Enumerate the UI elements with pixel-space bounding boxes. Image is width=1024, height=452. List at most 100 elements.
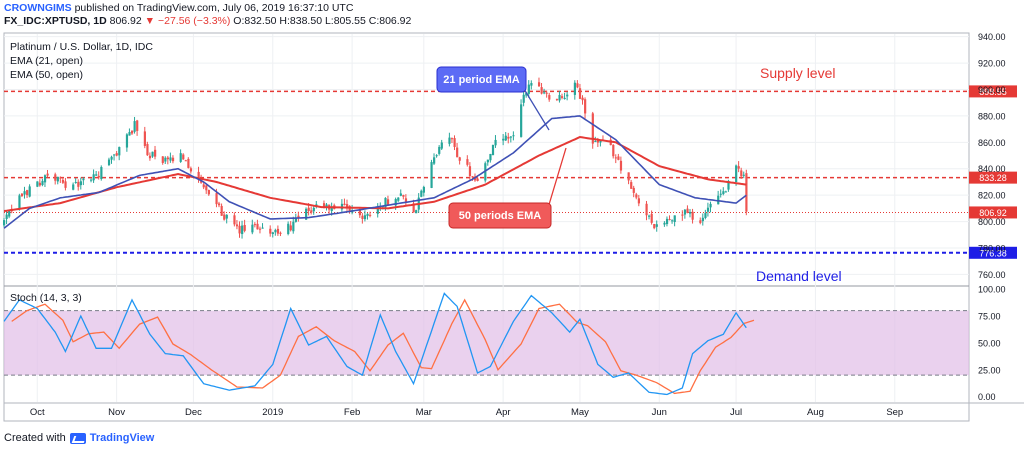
candle-body	[653, 224, 656, 229]
candle-body	[115, 153, 118, 156]
candle-body	[399, 193, 402, 196]
ema50-callout: 50 periods EMA	[448, 147, 567, 229]
candle-body	[655, 224, 658, 227]
candle-body	[220, 205, 223, 216]
x-tick-label: Sep	[886, 407, 903, 418]
ema50-callout-box	[448, 202, 552, 229]
candle-body	[143, 131, 146, 146]
x-tick-label: Jul	[730, 407, 742, 418]
candle-body	[171, 157, 175, 162]
candle-body	[476, 178, 479, 181]
candle-body	[79, 181, 82, 186]
price-change: −27.56 (−3.3%)	[157, 15, 231, 27]
candle-body	[466, 159, 469, 165]
ema50-callout-text: 50 periods EMA	[459, 210, 542, 222]
candle-body	[59, 177, 62, 179]
candle-body	[182, 154, 185, 160]
candle-body	[325, 204, 328, 208]
candle-body	[537, 82, 541, 87]
candle-body	[691, 211, 694, 220]
published-text: published on TradingView.com, July 06, 2…	[74, 2, 354, 14]
demand-price-tag	[969, 246, 1017, 259]
candle-body	[256, 223, 259, 230]
stoch-tick-label: 100.00	[978, 285, 1006, 295]
candle-body	[110, 156, 113, 160]
candle-body	[504, 135, 507, 141]
candle-body	[215, 193, 218, 205]
candle-body	[36, 181, 39, 187]
candle-body	[128, 132, 131, 136]
candle-body	[555, 98, 559, 100]
candle-body	[82, 178, 85, 181]
candle-body	[422, 186, 425, 193]
candle-body	[591, 113, 594, 144]
candle-body	[41, 180, 44, 186]
candle-body	[645, 203, 648, 216]
candle-body	[169, 157, 172, 161]
candle-body	[673, 215, 676, 222]
tradingview-link[interactable]: TradingView	[89, 432, 155, 444]
candle-body	[241, 225, 244, 235]
candle-body	[258, 228, 262, 230]
candle-body	[38, 182, 42, 186]
supply-level-label: Supply level	[760, 65, 836, 81]
y-tick-label: 800.00	[978, 217, 1006, 227]
candle-body	[668, 219, 671, 221]
last-price: 806.92	[109, 15, 142, 27]
candle-body	[292, 221, 295, 232]
candle-body	[20, 193, 24, 197]
candle-body	[740, 170, 743, 177]
candle-body	[184, 160, 187, 162]
candle-body	[686, 208, 689, 213]
candle-body	[648, 215, 651, 217]
author-link[interactable]: CROWNGIMS	[4, 2, 72, 14]
stoch-tick-label: 75.00	[978, 312, 1001, 322]
candle-body	[614, 157, 617, 159]
candle-body	[627, 172, 630, 181]
stoch-d-line	[11, 298, 755, 395]
x-tick-label: Oct	[30, 407, 45, 418]
candle-body	[92, 174, 95, 181]
candle-body	[74, 182, 77, 184]
candle-body	[630, 182, 633, 189]
candle-body	[366, 213, 369, 216]
ohlc-values: O:832.50 H:838.50 L:805.55 C:806.92	[233, 15, 412, 27]
stoch-legend: Stoch (14, 3, 3)	[10, 292, 82, 304]
candle-body	[146, 144, 149, 156]
candle-body	[125, 134, 129, 148]
candle-body	[520, 104, 523, 137]
candle-body	[148, 155, 152, 159]
y-tick-label: 900.00	[978, 85, 1006, 95]
y-tick-label: 820.00	[978, 191, 1006, 201]
candle-body	[202, 184, 205, 188]
candle-body	[376, 207, 379, 214]
candle-body	[448, 137, 451, 144]
chart-title: Platinum / U.S. Dollar, 1D, IDC	[10, 41, 153, 53]
candle-body	[271, 232, 274, 235]
candle-body	[512, 135, 515, 137]
candle-body	[719, 193, 722, 195]
candle-body	[561, 96, 564, 98]
candle-body	[166, 157, 170, 160]
candle-body	[261, 227, 264, 229]
candle-body	[8, 210, 11, 217]
demand-price-tag-text: 776.38	[979, 248, 1007, 258]
candle-body	[61, 179, 65, 183]
candle-body	[599, 140, 602, 143]
candle-body	[581, 97, 584, 101]
candle-body	[573, 82, 577, 95]
candle-body	[26, 190, 29, 196]
candle-body	[397, 197, 400, 201]
candle-body	[706, 207, 710, 212]
symbol-line: FX_IDC:XPTUSD, 1D 806.92 ▼ −27.56 (−3.3%…	[4, 15, 411, 28]
stoch-tick-label: 25.00	[978, 365, 1001, 375]
x-tick-label: Mar	[416, 407, 432, 418]
x-tick-label: Aug	[807, 407, 824, 418]
candle-body	[502, 138, 505, 141]
candle-body	[223, 214, 226, 220]
candle-body	[189, 168, 193, 172]
candle-body	[420, 190, 423, 197]
candle-body	[683, 209, 687, 215]
candle-body	[113, 154, 116, 156]
